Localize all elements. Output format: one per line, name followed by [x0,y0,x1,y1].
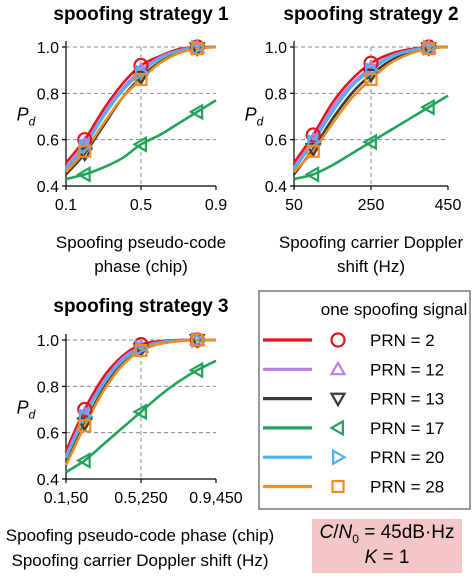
panel-title: spoofing strategy 3 [53,296,228,317]
x-axis-label-line: Spoofing pseudo-code [56,233,226,252]
y-tick-label: 0.6 [37,133,59,150]
legend-marker [329,360,347,376]
series-marker-prn-17 [362,133,377,151]
legend-label: PRN = 2 [370,331,435,350]
x-tick-label: 0.1 [55,197,77,214]
series-marker-prn-28 [190,42,204,56]
legend-marker [330,332,346,348]
series-marker-prn-28 [78,419,92,433]
series-marker-prn-28 [306,144,320,158]
y-tick-label: 0.6 [265,133,287,150]
series-marker-prn-28 [190,333,204,347]
legend-marker [332,448,347,466]
series-marker-prn-28 [422,42,436,56]
series-marker-prn-17 [188,103,204,121]
legend-label: PRN = 12 [370,360,444,379]
legend-entry-prn-17: PRN = 17 [263,419,444,438]
x-axis-label-line: Spoofing pseudo-code phase (chip) [6,526,274,545]
k-symbol: K [364,547,378,568]
legend-entry-prn-12: PRN = 12 [263,360,444,379]
panel-spoofing-strategy-2: spoofing strategy 2 0.4 0.6 0.8 1.0 50 250 450 P… [245,4,464,276]
x-axis-label-line: Spoofing carrier Doppler shift (Hz) [12,551,269,570]
y-tick-label: 0.8 [37,379,59,396]
cn0-condition: C/N0 = 45dB·Hz [319,522,455,546]
x-axis-label-line: Spoofing carrier Doppler [279,233,464,252]
panel-title: spoofing strategy 1 [53,4,229,25]
y-axis-label-subscript: d [29,408,36,422]
x-tick-label: 50 [285,197,303,214]
series-marker-prn-17 [420,98,435,116]
series-marker-prn-20 [135,64,150,81]
legend-entry-prn-28: PRN = 28 [263,478,444,497]
legend-marker [331,479,345,494]
cn0-value: = 45dB·Hz [358,522,455,543]
series-marker-prn-28 [134,343,148,358]
legend-entry-prn-20: PRN = 20 [263,448,444,467]
series-marker-prn-2 [77,401,93,418]
cn0-n: N [338,522,353,543]
x-tick-label: 0.9 [205,197,227,214]
series-marker-prn-17 [76,166,91,183]
y-axis-label: Pd [17,105,36,129]
x-tick-label: 250 [358,197,385,214]
panel-spoofing-strategy-1: spoofing strategy 1 0.4 0.6 0.8 1.0 0.1 0.5 0.9… [17,4,229,276]
y-tick-label: 0.8 [265,86,287,103]
x-axis-label-line: phase (chip) [94,257,188,276]
series-marker-prn-13 [76,147,94,163]
legend-label: PRN = 13 [370,390,444,409]
y-tick-label: 0.4 [37,179,59,196]
series-marker-prn-17 [132,135,147,153]
legend-label: PRN = 17 [370,419,444,438]
cn0-subscript: 0 [352,531,359,546]
conditions-box: C/N0 = 45dB·Hz K = 1 [312,519,462,573]
y-tick-label: 0.8 [37,86,59,103]
series-marker-prn-17 [304,166,320,183]
y-tick-label: 1.0 [37,333,59,350]
y-tick-label: 1.0 [37,40,59,57]
legend-entry-prn-2: PRN = 2 [263,331,435,350]
x-tick-label: 450 [435,197,462,214]
legend-marker [329,392,347,408]
series-marker-prn-13 [76,417,94,433]
legend-marker [329,419,344,437]
legend-label: PRN = 28 [370,478,444,497]
y-tick-label: 0.4 [265,179,287,196]
legend-label: PRN = 20 [370,448,444,467]
y-axis-label-subscript: d [257,115,264,129]
series-marker-prn-2 [305,127,321,143]
series-marker-prn-17 [132,403,147,421]
series-marker-prn-28 [78,144,92,158]
x-tick-label: 0.5 [130,197,152,214]
k-value: = 1 [377,547,410,568]
x-tick-label: 0.9,450 [189,490,242,507]
y-axis-label-subscript: d [29,115,36,129]
cn0-c: C [319,522,334,543]
y-tick-label: 1.0 [265,40,287,57]
panel-spoofing-strategy-3: spoofing strategy 3 0.4 0.6 0.8 1.0 0.1,50 0.5… [6,296,274,570]
series-marker-prn-28 [364,72,378,87]
y-tick-label: 0.6 [37,426,59,443]
k-condition: K = 1 [312,547,462,569]
series-marker-prn-17 [188,361,204,379]
series-marker-prn-28 [134,72,148,87]
x-axis-label-line: shift (Hz) [337,257,405,276]
x-tick-label: 0.5,250 [114,490,167,507]
y-axis-label: Pd [245,105,264,129]
series-marker-prn-13 [304,142,322,158]
legend: one spoofing signal PRN = 2 PRN = 12 PRN = … [258,290,471,510]
y-tick-label: 0.4 [37,472,59,489]
legend-title: one spoofing signal [321,300,468,319]
legend-entry-prn-13: PRN = 13 [263,390,444,409]
series-marker-prn-17 [76,452,91,469]
y-axis-label: Pd [17,398,36,422]
x-tick-label: 0.1,50 [44,490,89,507]
panel-title: spoofing strategy 2 [283,4,458,25]
